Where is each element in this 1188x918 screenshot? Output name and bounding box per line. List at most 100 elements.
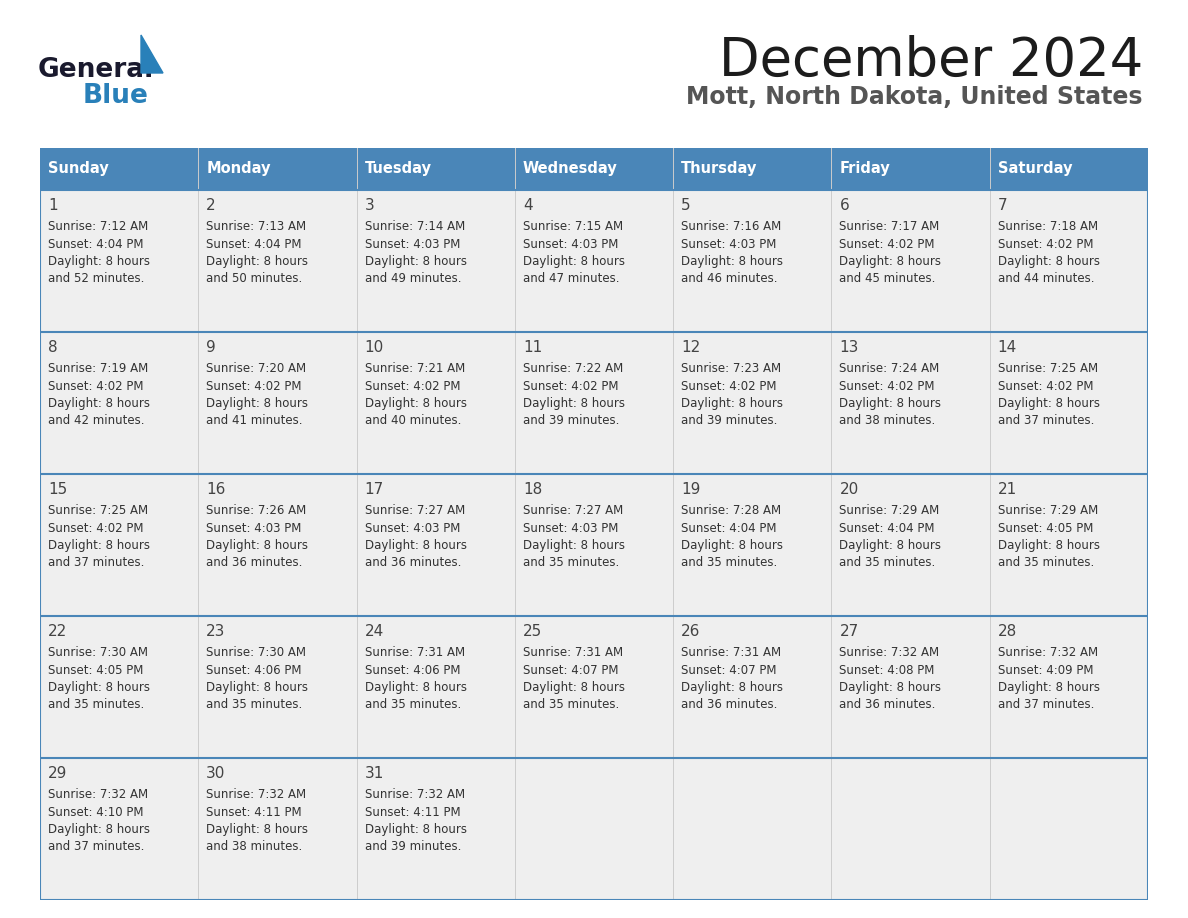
Text: Daylight: 8 hours: Daylight: 8 hours <box>365 823 467 836</box>
Text: 15: 15 <box>48 482 68 497</box>
Text: Thursday: Thursday <box>681 162 758 176</box>
Text: and 49 minutes.: and 49 minutes. <box>365 273 461 285</box>
Text: Sunset: 4:02 PM: Sunset: 4:02 PM <box>840 238 935 251</box>
Text: 9: 9 <box>207 340 216 355</box>
Text: and 39 minutes.: and 39 minutes. <box>365 841 461 854</box>
Text: and 37 minutes.: and 37 minutes. <box>998 699 1094 711</box>
Text: Sunrise: 7:29 AM: Sunrise: 7:29 AM <box>840 504 940 517</box>
Bar <box>40 474 1148 616</box>
Text: Daylight: 8 hours: Daylight: 8 hours <box>998 539 1100 552</box>
Text: and 38 minutes.: and 38 minutes. <box>207 841 303 854</box>
Text: Sunset: 4:04 PM: Sunset: 4:04 PM <box>48 238 144 251</box>
Text: Sunrise: 7:26 AM: Sunrise: 7:26 AM <box>207 504 307 517</box>
Text: Sunset: 4:04 PM: Sunset: 4:04 PM <box>681 521 777 534</box>
Text: Sunrise: 7:30 AM: Sunrise: 7:30 AM <box>48 646 148 659</box>
Text: Sunrise: 7:27 AM: Sunrise: 7:27 AM <box>523 504 624 517</box>
Text: 6: 6 <box>840 198 849 213</box>
Text: Sunrise: 7:31 AM: Sunrise: 7:31 AM <box>681 646 782 659</box>
Text: Daylight: 8 hours: Daylight: 8 hours <box>523 681 625 694</box>
Text: Sunset: 4:07 PM: Sunset: 4:07 PM <box>523 664 619 677</box>
Text: Sunset: 4:07 PM: Sunset: 4:07 PM <box>681 664 777 677</box>
Text: Sunrise: 7:30 AM: Sunrise: 7:30 AM <box>207 646 307 659</box>
Text: Sunset: 4:03 PM: Sunset: 4:03 PM <box>523 238 618 251</box>
Text: Daylight: 8 hours: Daylight: 8 hours <box>840 397 941 410</box>
Text: 14: 14 <box>998 340 1017 355</box>
Text: Sunset: 4:05 PM: Sunset: 4:05 PM <box>48 664 144 677</box>
Bar <box>40 148 1148 190</box>
Text: and 35 minutes.: and 35 minutes. <box>523 699 619 711</box>
Text: Daylight: 8 hours: Daylight: 8 hours <box>998 397 1100 410</box>
Text: Blue: Blue <box>83 83 148 109</box>
Text: Sunset: 4:02 PM: Sunset: 4:02 PM <box>998 238 1093 251</box>
Text: Saturday: Saturday <box>998 162 1073 176</box>
Text: 17: 17 <box>365 482 384 497</box>
Text: Sunset: 4:06 PM: Sunset: 4:06 PM <box>365 664 460 677</box>
Text: Daylight: 8 hours: Daylight: 8 hours <box>48 255 150 268</box>
Text: and 39 minutes.: and 39 minutes. <box>523 415 619 428</box>
Text: Daylight: 8 hours: Daylight: 8 hours <box>365 255 467 268</box>
Text: Sunset: 4:02 PM: Sunset: 4:02 PM <box>681 379 777 393</box>
Text: and 35 minutes.: and 35 minutes. <box>681 556 777 569</box>
Text: Sunrise: 7:27 AM: Sunrise: 7:27 AM <box>365 504 465 517</box>
Text: and 37 minutes.: and 37 minutes. <box>48 556 145 569</box>
Text: Sunrise: 7:22 AM: Sunrise: 7:22 AM <box>523 362 624 375</box>
Text: and 35 minutes.: and 35 minutes. <box>523 556 619 569</box>
Text: Daylight: 8 hours: Daylight: 8 hours <box>681 255 783 268</box>
Bar <box>40 616 1148 758</box>
Text: 4: 4 <box>523 198 532 213</box>
Text: 7: 7 <box>998 198 1007 213</box>
Text: and 39 minutes.: and 39 minutes. <box>681 415 777 428</box>
Text: Sunrise: 7:20 AM: Sunrise: 7:20 AM <box>207 362 307 375</box>
Text: Daylight: 8 hours: Daylight: 8 hours <box>48 823 150 836</box>
Text: Sunday: Sunday <box>48 162 109 176</box>
Text: 24: 24 <box>365 624 384 639</box>
Text: Daylight: 8 hours: Daylight: 8 hours <box>365 539 467 552</box>
Text: and 35 minutes.: and 35 minutes. <box>998 556 1094 569</box>
Text: Sunset: 4:02 PM: Sunset: 4:02 PM <box>48 379 144 393</box>
Text: 19: 19 <box>681 482 701 497</box>
Text: Sunrise: 7:25 AM: Sunrise: 7:25 AM <box>998 362 1098 375</box>
Text: and 47 minutes.: and 47 minutes. <box>523 273 619 285</box>
Text: Sunset: 4:03 PM: Sunset: 4:03 PM <box>681 238 777 251</box>
Text: Sunset: 4:11 PM: Sunset: 4:11 PM <box>207 805 302 819</box>
Text: Sunrise: 7:15 AM: Sunrise: 7:15 AM <box>523 220 623 233</box>
Text: Daylight: 8 hours: Daylight: 8 hours <box>207 255 308 268</box>
Text: Sunrise: 7:29 AM: Sunrise: 7:29 AM <box>998 504 1098 517</box>
Text: and 44 minutes.: and 44 minutes. <box>998 273 1094 285</box>
Text: and 41 minutes.: and 41 minutes. <box>207 415 303 428</box>
Text: 11: 11 <box>523 340 542 355</box>
Text: Daylight: 8 hours: Daylight: 8 hours <box>207 681 308 694</box>
Text: Sunset: 4:10 PM: Sunset: 4:10 PM <box>48 805 144 819</box>
Text: Daylight: 8 hours: Daylight: 8 hours <box>681 397 783 410</box>
Text: Sunrise: 7:12 AM: Sunrise: 7:12 AM <box>48 220 148 233</box>
Text: Sunset: 4:08 PM: Sunset: 4:08 PM <box>840 664 935 677</box>
Text: and 36 minutes.: and 36 minutes. <box>681 699 777 711</box>
Text: Sunrise: 7:23 AM: Sunrise: 7:23 AM <box>681 362 782 375</box>
Text: Sunrise: 7:32 AM: Sunrise: 7:32 AM <box>365 788 465 801</box>
Text: Daylight: 8 hours: Daylight: 8 hours <box>523 255 625 268</box>
Text: Friday: Friday <box>840 162 890 176</box>
Text: Monday: Monday <box>207 162 271 176</box>
Text: Sunrise: 7:32 AM: Sunrise: 7:32 AM <box>998 646 1098 659</box>
Text: 27: 27 <box>840 624 859 639</box>
Text: Sunset: 4:02 PM: Sunset: 4:02 PM <box>207 379 302 393</box>
Text: Sunrise: 7:17 AM: Sunrise: 7:17 AM <box>840 220 940 233</box>
Bar <box>40 332 1148 474</box>
Text: and 35 minutes.: and 35 minutes. <box>48 699 144 711</box>
Text: Sunrise: 7:18 AM: Sunrise: 7:18 AM <box>998 220 1098 233</box>
Text: Sunrise: 7:19 AM: Sunrise: 7:19 AM <box>48 362 148 375</box>
Text: 16: 16 <box>207 482 226 497</box>
Text: Daylight: 8 hours: Daylight: 8 hours <box>998 255 1100 268</box>
Text: Daylight: 8 hours: Daylight: 8 hours <box>681 681 783 694</box>
Text: and 37 minutes.: and 37 minutes. <box>998 415 1094 428</box>
Text: Daylight: 8 hours: Daylight: 8 hours <box>365 397 467 410</box>
Text: Sunset: 4:03 PM: Sunset: 4:03 PM <box>523 521 618 534</box>
Text: and 50 minutes.: and 50 minutes. <box>207 273 303 285</box>
Text: Wednesday: Wednesday <box>523 162 618 176</box>
Text: Mott, North Dakota, United States: Mott, North Dakota, United States <box>687 85 1143 109</box>
Text: 21: 21 <box>998 482 1017 497</box>
Text: and 42 minutes.: and 42 minutes. <box>48 415 145 428</box>
Text: Sunset: 4:04 PM: Sunset: 4:04 PM <box>207 238 302 251</box>
Text: Daylight: 8 hours: Daylight: 8 hours <box>523 539 625 552</box>
Text: Daylight: 8 hours: Daylight: 8 hours <box>681 539 783 552</box>
